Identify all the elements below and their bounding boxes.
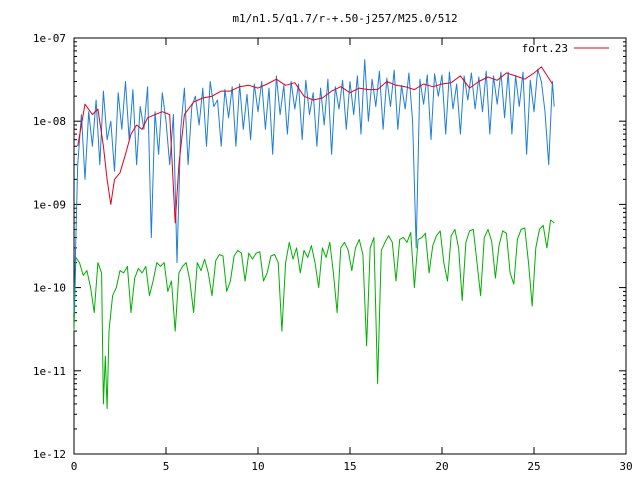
series-line-2 (73, 59, 555, 313)
legend-label-fort-23: fort.23 (522, 42, 568, 55)
x-tick-label: 15 (343, 460, 356, 473)
y-tick-label: 1e-09 (33, 198, 66, 211)
y-tick-label: 1e-11 (33, 365, 66, 378)
x-axis: 0 5 10 15 20 25 30 (71, 38, 633, 473)
chart-title: m1/n1.5/q1.7/r-+.50-j257/M25.0/512 (232, 12, 457, 25)
series-line-3 (73, 219, 555, 410)
y-tick-label: 1e-08 (33, 115, 66, 128)
y-tick-label: 1e-07 (33, 32, 66, 45)
x-tick-label: 5 (163, 460, 170, 473)
series-layer (73, 59, 555, 410)
x-tick-label: 25 (527, 460, 540, 473)
legend: fort.23 (522, 42, 609, 55)
y-tick-label: 1e-10 (33, 282, 66, 295)
y-tick-label: 1e-12 (33, 448, 66, 461)
x-tick-label: 0 (71, 460, 78, 473)
series-line-1 (77, 66, 553, 224)
y-axis: 1e-12 1e-11 1e-10 1e-09 1e-08 1e-07 (33, 32, 626, 461)
x-tick-label: 30 (619, 460, 632, 473)
x-tick-label: 20 (435, 460, 448, 473)
x-tick-label: 10 (251, 460, 264, 473)
